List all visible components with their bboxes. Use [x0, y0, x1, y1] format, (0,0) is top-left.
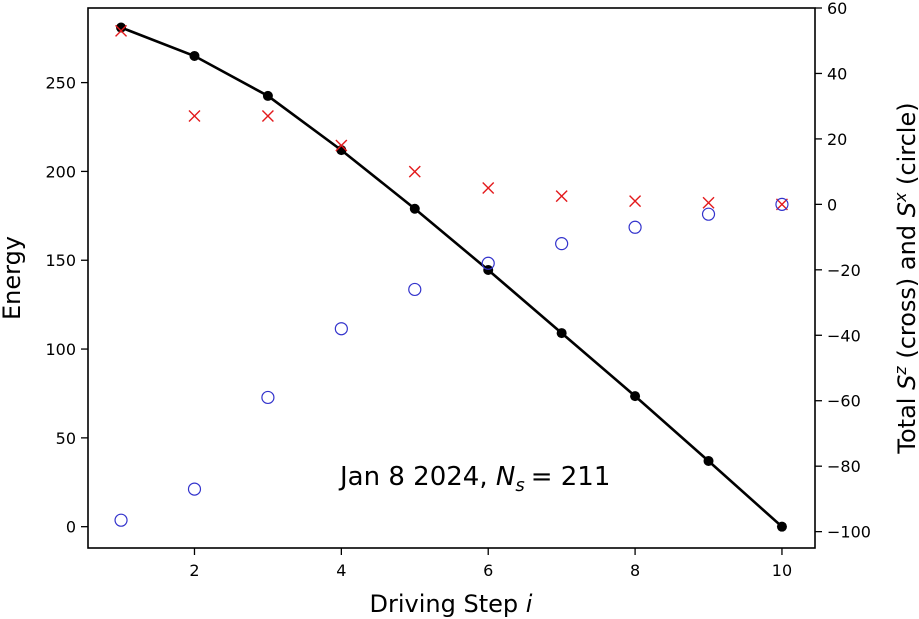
sx-circle-point — [187, 482, 202, 496]
y-right-tick-label: −60 — [827, 392, 861, 411]
y-left-tick-label: 200 — [45, 162, 76, 181]
y-right-tick-label: −40 — [827, 326, 861, 345]
y-right-title-sx-sup: x — [891, 192, 910, 203]
y-right-title-sz: S — [893, 375, 919, 390]
left-axis: 0 50 100 150 200 250 — [45, 74, 88, 537]
energy-point — [630, 391, 641, 402]
sx-circle-point — [555, 237, 569, 251]
annotation-date: Jan 8 2024, — [338, 462, 488, 492]
y-right-tick-label: 60 — [827, 0, 847, 18]
energy-point — [189, 50, 200, 61]
sx-circle-point — [261, 390, 275, 405]
y-left-tick-label: 250 — [45, 74, 76, 93]
y-right-title-sz-sup: z — [891, 366, 910, 376]
sz-cross-point — [775, 198, 788, 211]
sx-circle-point — [481, 256, 495, 270]
sx-circle-point — [408, 282, 422, 297]
annotation-sub: s — [515, 475, 524, 496]
x-axis: 2 4 6 8 10 — [189, 548, 792, 580]
y-left-title: Energy — [0, 236, 26, 320]
y-right-title-prefix: Total — [893, 390, 919, 455]
cross-stroke — [408, 165, 421, 178]
y-right-title-suffix: (circle) — [893, 102, 919, 192]
energy-point — [336, 145, 347, 156]
y-right-title: Total Sz (cross) and Sx (circle) — [891, 102, 919, 454]
sx-circle-point — [628, 220, 642, 234]
energy-point — [262, 90, 273, 101]
plot-frame — [87, 7, 816, 549]
cross-stroke — [335, 139, 348, 152]
sz-cross-point — [555, 190, 568, 203]
sx-circle-point — [775, 197, 789, 211]
series-layer — [114, 22, 789, 532]
energy-line — [120, 26, 783, 528]
x-axis-title: Driving Step i — [370, 590, 533, 618]
y-right-tick-label: 0 — [827, 195, 837, 214]
cross-stroke — [261, 110, 274, 122]
annotation-var: N — [496, 462, 515, 492]
x-tick-label: 10 — [772, 561, 792, 580]
y-right-title-sx: S — [893, 202, 919, 217]
annotation-eq: = 211 — [531, 462, 611, 492]
y-right-title-mid: (cross) and — [893, 217, 919, 366]
x-axis-title-var: i — [526, 590, 533, 618]
sz-cross-point — [482, 182, 495, 194]
sz-cross-point — [702, 196, 715, 209]
y-right-tick-label: −80 — [827, 457, 861, 476]
cross-stroke — [115, 24, 128, 37]
sz-cross-point — [408, 165, 421, 178]
cross-stroke — [629, 195, 642, 208]
sx-circle-point — [701, 207, 716, 221]
sx-circle-point — [334, 322, 348, 336]
sz-cross-point — [629, 195, 642, 208]
sz-cross-point — [188, 110, 201, 122]
y-left-tick-label: 50 — [56, 429, 76, 448]
cross-stroke — [188, 110, 201, 122]
energy-point — [409, 203, 420, 214]
x-tick-label: 2 — [189, 561, 199, 580]
sz-cross-point — [261, 110, 274, 122]
y-right-tick-label: 40 — [827, 64, 847, 83]
y-left-tick-label: 0 — [66, 518, 76, 537]
y-right-tick-label: −20 — [827, 261, 861, 280]
sz-cross-point — [335, 139, 348, 152]
sz-cross-point — [115, 24, 128, 37]
cross-stroke — [555, 190, 568, 203]
annotation: Jan 8 2024, Ns = 211 — [338, 462, 610, 496]
energy-point — [776, 521, 787, 532]
cross-stroke — [702, 196, 715, 209]
energy-point — [483, 265, 494, 276]
right-axis: −100 −80 −60 −40 −20 0 20 40 60 — [815, 0, 871, 542]
energy-point — [703, 455, 714, 466]
sx-circle-point — [114, 513, 128, 527]
cross-stroke — [482, 182, 495, 194]
y-right-tick-label: 20 — [827, 130, 847, 149]
x-tick-label: 8 — [630, 561, 640, 580]
energy-point — [116, 22, 127, 33]
energy-point — [556, 328, 567, 339]
y-left-tick-label: 150 — [45, 251, 76, 270]
x-tick-label: 6 — [483, 561, 493, 580]
y-left-tick-label: 100 — [45, 340, 76, 359]
cross-stroke — [775, 198, 788, 211]
y-right-tick-label: −100 — [827, 523, 871, 542]
x-tick-label: 4 — [336, 561, 346, 580]
x-axis-title-text: Driving Step — [370, 590, 519, 618]
